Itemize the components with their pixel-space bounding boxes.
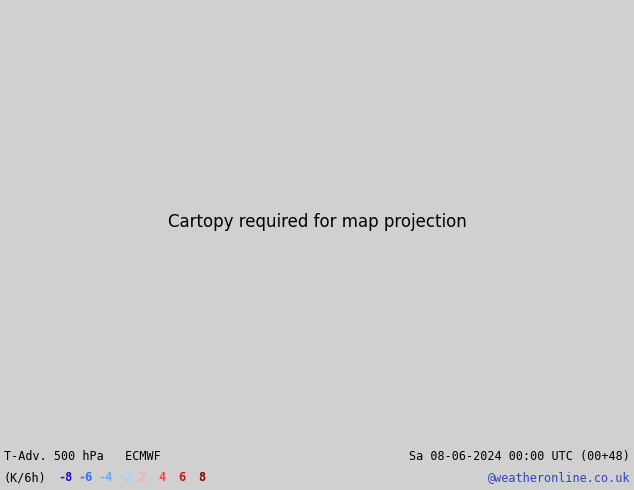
Text: T-Adv. 500 hPa   ECMWF: T-Adv. 500 hPa ECMWF <box>4 450 161 464</box>
Text: -6: -6 <box>78 471 93 485</box>
Text: Sa 08-06-2024 00:00 UTC (00+48): Sa 08-06-2024 00:00 UTC (00+48) <box>409 450 630 464</box>
Text: (K/6h): (K/6h) <box>4 471 47 485</box>
Text: -8: -8 <box>58 471 72 485</box>
Text: 8: 8 <box>198 471 205 485</box>
Text: 6: 6 <box>178 471 185 485</box>
Text: -2: -2 <box>118 471 133 485</box>
Text: 2: 2 <box>138 471 145 485</box>
Text: Cartopy required for map projection: Cartopy required for map projection <box>167 214 467 231</box>
Text: @weatheronline.co.uk: @weatheronline.co.uk <box>488 471 630 485</box>
Text: 4: 4 <box>158 471 165 485</box>
Text: -4: -4 <box>98 471 112 485</box>
